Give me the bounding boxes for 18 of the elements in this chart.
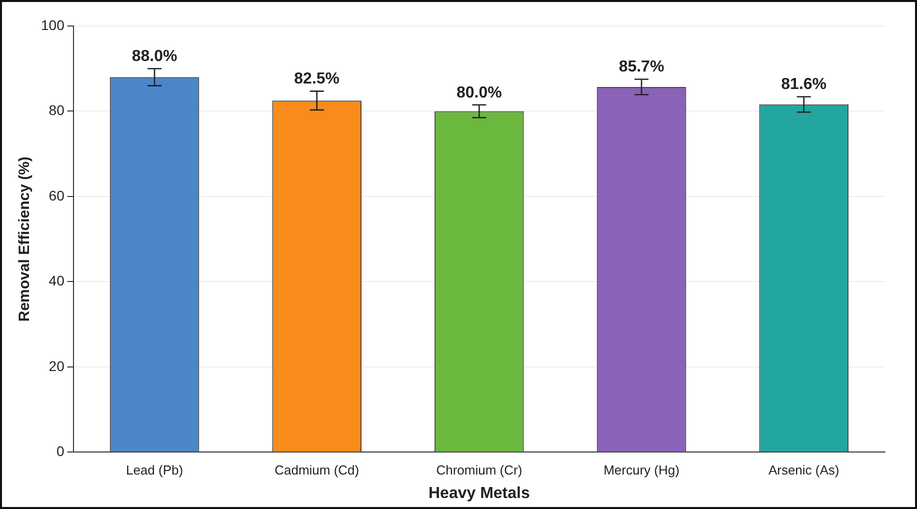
x-tick-label: Chromium (Cr)	[436, 462, 522, 478]
y-tick-label: 60	[48, 187, 65, 204]
y-tick-label: 100	[41, 16, 65, 33]
x-axis-title: Heavy Metals	[428, 484, 530, 502]
data-label: 80.0%	[456, 84, 502, 102]
data-label: 88.0%	[132, 48, 178, 66]
x-tick-label: Cadmium (Cd)	[274, 462, 360, 478]
y-axis-title: Removal Efficiency (%)	[16, 156, 34, 322]
x-tick-label: Lead (Pb)	[126, 462, 184, 478]
y-tick-label: 40	[48, 272, 65, 289]
y-tick-label: 0	[56, 443, 65, 460]
x-tick-label: Mercury (Hg)	[604, 462, 680, 478]
x-tick-label: Arsenic (As)	[768, 462, 840, 478]
data-label: 82.5%	[294, 70, 340, 88]
data-label: 81.6%	[781, 76, 827, 94]
y-tick-label: 80	[48, 102, 65, 118]
y-tick-label: 20	[48, 358, 65, 374]
data-label: 85.7%	[618, 58, 664, 76]
